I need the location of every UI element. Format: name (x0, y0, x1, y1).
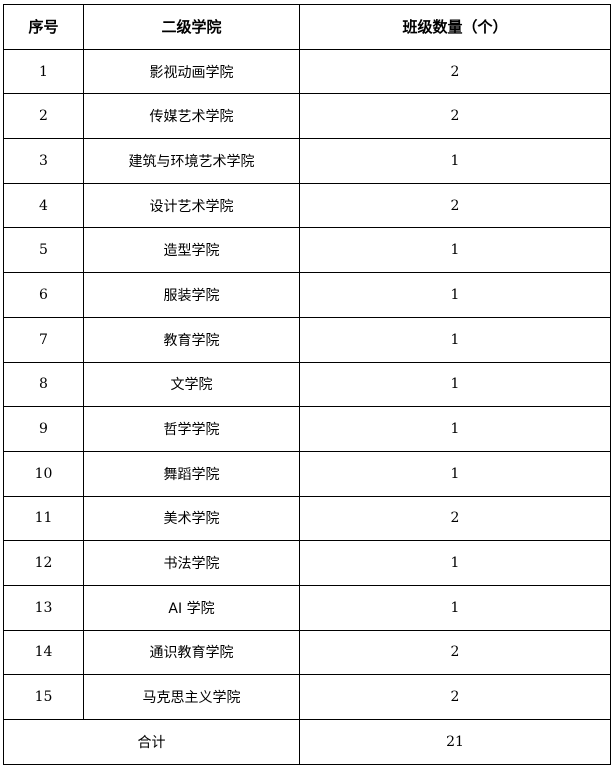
college-name: 舞蹈学院 (83, 450, 300, 497)
table-row: 12 书法学院 1 (3, 540, 611, 586)
row-number: 8 (3, 361, 84, 408)
header-row: 序号 二级学院 班级数量（个） (3, 4, 611, 50)
header-no: 序号 (3, 4, 84, 50)
class-count: 1 (299, 540, 611, 586)
college-name: 建筑与环境艺术学院 (83, 138, 300, 184)
row-number: 13 (3, 584, 84, 631)
table-row: 11 美术学院 2 (3, 495, 611, 542)
table-row: 6 服装学院 1 (3, 272, 611, 318)
college-name: 设计艺术学院 (83, 182, 300, 229)
class-count: 1 (299, 227, 611, 274)
total-label: 合计 (3, 719, 300, 765)
college-name: 美术学院 (83, 495, 300, 542)
class-count: 2 (299, 182, 611, 229)
table-row: 2 传媒艺术学院 2 (3, 93, 611, 140)
row-number: 11 (3, 495, 84, 542)
college-name: 通识教育学院 (83, 629, 300, 676)
table-row: 1 影视动画学院 2 (3, 48, 611, 95)
row-number: 1 (3, 48, 84, 95)
row-number: 7 (3, 316, 84, 363)
row-number: 5 (3, 227, 84, 274)
table-row: 8 文学院 1 (3, 361, 611, 408)
college-name: 服装学院 (83, 272, 300, 318)
class-count-table: 序号 二级学院 班级数量（个） 1 影视动画学院 2 2 传媒艺术学院 2 3 建筑与环境艺术… (3, 4, 611, 765)
row-number: 12 (3, 540, 84, 586)
class-count: 1 (299, 272, 611, 318)
table-row: 10 舞蹈学院 1 (3, 450, 611, 497)
row-number: 3 (3, 138, 84, 184)
row-number: 9 (3, 406, 84, 452)
college-name: 书法学院 (83, 540, 300, 586)
class-count: 1 (299, 138, 611, 184)
class-count: 1 (299, 361, 611, 408)
college-name: 文学院 (83, 361, 300, 408)
class-count: 1 (299, 406, 611, 452)
table-row: 13 AI 学院 1 (3, 584, 611, 631)
header-count: 班级数量（个） (299, 4, 611, 50)
row-number: 4 (3, 182, 84, 229)
table-row: 3 建筑与环境艺术学院 1 (3, 138, 611, 184)
row-number: 6 (3, 272, 84, 318)
class-count: 2 (299, 629, 611, 676)
class-count: 2 (299, 674, 611, 720)
class-count: 2 (299, 48, 611, 95)
college-name: 造型学院 (83, 227, 300, 274)
total-value: 21 (299, 719, 611, 765)
header-college: 二级学院 (83, 4, 300, 50)
college-name: AI 学院 (83, 584, 300, 631)
table-row: 4 设计艺术学院 2 (3, 182, 611, 229)
class-count: 2 (299, 93, 611, 140)
row-number: 2 (3, 93, 84, 140)
class-count: 1 (299, 450, 611, 497)
row-number: 10 (3, 450, 84, 497)
table-row: 5 造型学院 1 (3, 227, 611, 274)
class-count: 2 (299, 495, 611, 542)
table-row: 14 通识教育学院 2 (3, 629, 611, 676)
class-count: 1 (299, 316, 611, 363)
college-name: 影视动画学院 (83, 48, 300, 95)
total-row: 合计 21 (3, 719, 611, 765)
table-row: 7 教育学院 1 (3, 316, 611, 363)
college-name: 哲学学院 (83, 406, 300, 452)
college-name: 马克思主义学院 (83, 674, 300, 720)
college-name: 教育学院 (83, 316, 300, 363)
table-row: 9 哲学学院 1 (3, 406, 611, 452)
row-number: 14 (3, 629, 84, 676)
college-name: 传媒艺术学院 (83, 93, 300, 140)
table-row: 15 马克思主义学院 2 (3, 674, 611, 720)
row-number: 15 (3, 674, 84, 720)
class-count: 1 (299, 584, 611, 631)
